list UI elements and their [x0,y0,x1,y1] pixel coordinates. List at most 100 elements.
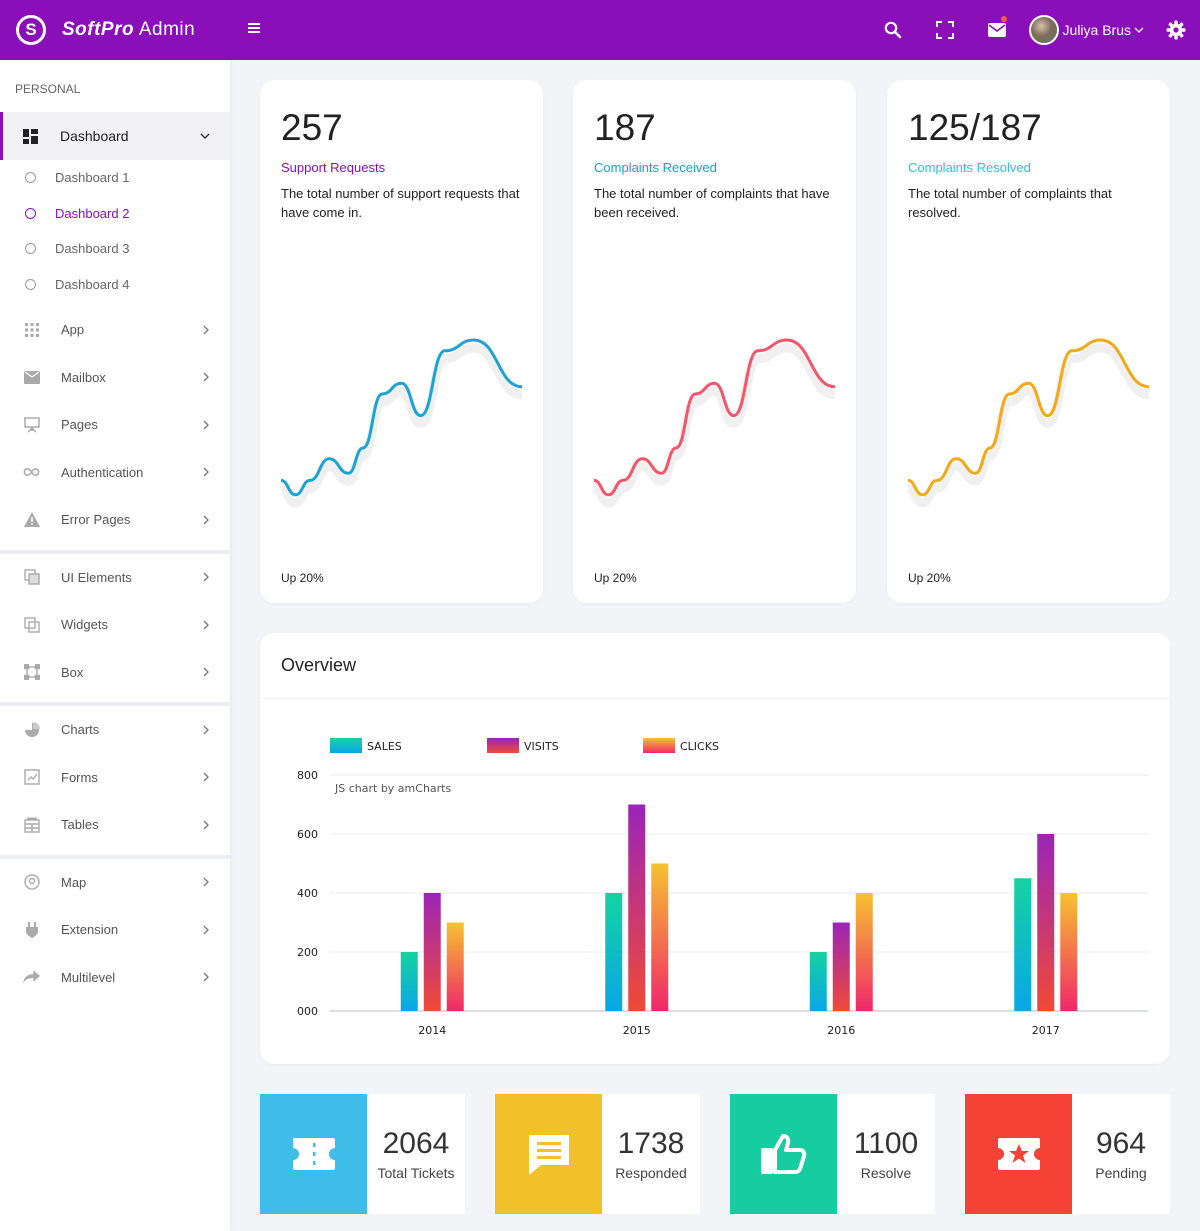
tile-body: 1100 Resolve [837,1094,935,1214]
sidebar-item-box[interactable]: Box [0,649,230,697]
sidebar-section-label: PERSONAL [15,82,81,96]
tile-value: 1100 [853,1127,919,1160]
chevron-down-icon [200,133,210,139]
sidebar-item-ui-elements[interactable]: UI Elements [0,554,230,602]
chevron-right-icon [203,420,209,430]
tile-label: Resolve [860,1165,912,1181]
brand-name-rest: Admin [138,19,196,40]
tile-label: Responded [615,1165,687,1181]
sidebar-item-authentication[interactable]: Authentication [0,449,230,497]
stat-trend: Up 20% [281,571,324,585]
stat-label: Complaints Received [594,160,717,175]
tile-label: Total Tickets [377,1165,455,1181]
sidebar-subitem-dashboard-1[interactable]: Dashboard 1 [0,160,230,196]
chevron-right-icon [203,772,209,782]
circle-icon [25,172,36,184]
notification-dot [1000,16,1007,22]
search-icon[interactable] [867,0,919,60]
sidebar-item-label: App [61,322,85,338]
sidebar-item-label: Multilevel [61,969,116,985]
star-ticket-icon [965,1094,1072,1214]
sparkline-chart [906,338,1150,508]
menu-toggle-icon[interactable] [248,21,262,39]
chevron-right-icon [203,620,209,630]
y-tick-label: 000 [297,1005,318,1018]
sparkline-shadow [592,343,836,508]
bar-sales-2016 [809,952,827,1011]
mail-icon[interactable] [971,0,1023,60]
chevron-right-icon [203,972,209,982]
sidebar-item-multilevel[interactable]: Multilevel [0,954,230,1002]
sidebar-item-extension[interactable]: Extension [0,906,230,954]
infinity-icon [23,464,40,481]
tile-body: 1738 Responded [602,1094,700,1214]
sidebar-item-label: Dashboard [60,128,129,144]
gear-icon[interactable] [1152,0,1200,60]
sidebar-item-mailbox[interactable]: Mailbox [0,354,230,402]
sidebar-item-map[interactable]: Map [0,859,230,907]
stat-label: Complaints Resolved [908,160,1031,175]
share-arrow-icon [23,969,40,986]
box-icon [23,664,40,681]
stat-description: The total number of complaints that reso… [908,186,1112,220]
sidebar-item-label: Box [61,664,84,680]
bar-sales-2015 [605,893,623,1011]
sidebar-item-charts[interactable]: Charts [0,706,230,754]
sidebar-item-widgets[interactable]: Widgets [0,601,230,649]
legend-swatch-visits [487,738,519,753]
sparkline-line [907,338,1150,497]
bar-visits-2017 [1037,834,1055,1011]
sidebar-divider [0,702,230,706]
thumbs-up-icon [730,1094,837,1214]
pie-chart-icon [23,721,40,738]
stat-description: The total number of support requests tha… [281,186,520,220]
dashboard-icon [23,128,38,144]
chart-credit-link: JS chart by amCharts [334,782,451,795]
sidebar-item-label: UI Elements [61,569,132,585]
chevron-right-icon [203,925,209,935]
overview-bar-chart: 000 200 400 600 800 JS chart by amCharts SALES… [297,738,1148,1037]
sidebar-item-label: Pages [61,417,98,433]
sparkline-shadow [906,343,1150,508]
map-pin-icon [23,874,40,891]
stat-card-1: 257 Support Requests The total number of s… [260,80,543,603]
chevron-right-icon [203,725,209,735]
brand-name: SoftPro Admin [62,19,195,41]
stat-value: 187 [594,107,656,148]
sidebar-subitem-dashboard-2[interactable]: Dashboard 2 [0,196,230,232]
sidebar-divider [0,549,230,554]
sidebar-group-3: Charts Forms Tables [0,706,230,849]
ticket-icon [260,1094,367,1214]
sidebar-subitem-label: Dashboard 4 [55,276,130,292]
brand[interactable]: S SoftPro Admin [0,15,230,45]
sidebar-item-dashboard[interactable]: Dashboard [0,112,230,160]
tile-value: 2064 [382,1127,450,1160]
sidebar-group-2: UI Elements Widgets Box [0,554,230,697]
legend-label-sales: SALES [367,740,402,753]
overview-card: Overview 000 200 400 600 800 JS chart by amCh… [260,633,1170,1064]
sidebar-item-tables[interactable]: Tables [0,801,230,849]
x-tick-label: 2015 [623,1024,651,1037]
sidebar-item-label: Map [61,874,87,890]
sidebar-subitem-dashboard-4[interactable]: Dashboard 4 [0,267,230,303]
layers-icon [23,569,40,586]
sidebar-item-app[interactable]: App [0,306,230,354]
y-tick-label: 400 [297,887,318,900]
fullscreen-icon[interactable] [919,0,971,60]
sidebar-item-error-pages[interactable]: Error Pages [0,496,230,544]
bar-sales-2014 [400,952,418,1011]
chevron-right-icon [203,877,209,887]
dashboard-submenu: Dashboard 1 Dashboard 2 Dashboard 3 Dashboa… [0,160,230,302]
sparkline-chart [279,338,523,508]
stat-tile-pending: 964 Pending [965,1094,1170,1214]
user-menu[interactable]: Juliya Brus [1028,15,1144,45]
sparkline-line [593,338,836,497]
plug-icon [23,921,40,938]
sidebar-group-4: Map Extension Multilevel [0,859,230,1002]
sidebar-subitem-dashboard-3[interactable]: Dashboard 3 [0,231,230,267]
grid-icon [23,321,40,338]
chevron-right-icon [203,820,209,830]
tile-value: 964 [1095,1127,1147,1160]
sidebar-item-forms[interactable]: Forms [0,754,230,802]
sidebar-item-pages[interactable]: Pages [0,401,230,449]
